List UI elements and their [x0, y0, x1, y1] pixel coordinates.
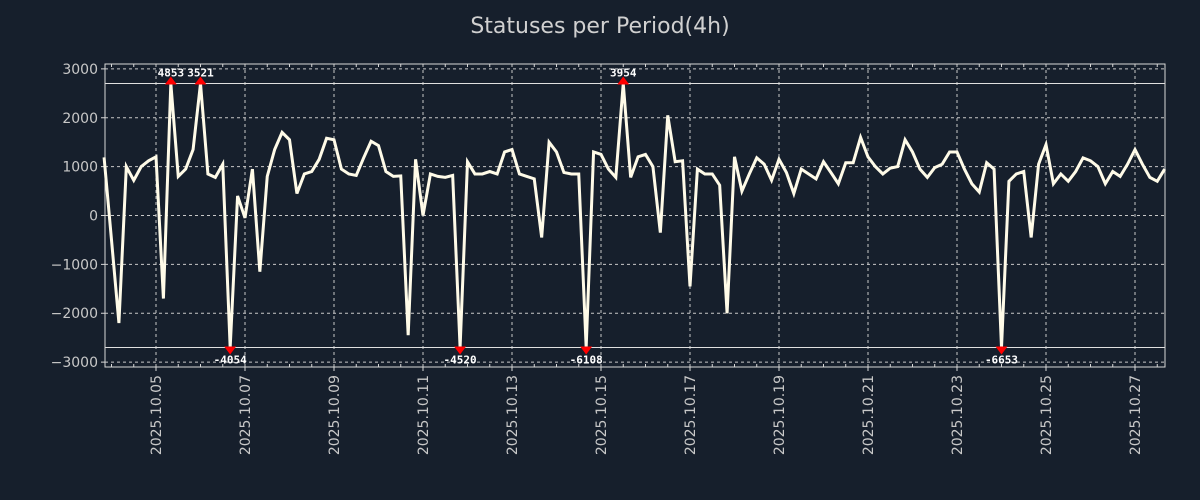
outlier-label: -6653 [985, 353, 1018, 366]
outlier-label: -4520 [444, 353, 477, 366]
plot-frame [104, 63, 1166, 368]
x-tick-label: 2025.10.09 [327, 375, 343, 455]
outlier-label: 3521 [187, 67, 214, 80]
y-tick-label: −3000 [51, 355, 98, 371]
outlier-label: 4853 [158, 67, 185, 80]
outlier-marker-down [580, 346, 593, 355]
x-tick-label: 2025.10.17 [683, 375, 699, 455]
series-line [102, 83, 1166, 348]
x-tick-label: 2025.10.27 [1128, 375, 1144, 455]
x-tick-label: 2025.10.05 [149, 375, 165, 455]
outlier-label: -6108 [570, 353, 603, 366]
outlier-marker-up [194, 76, 207, 85]
outlier-marker-up [617, 76, 630, 85]
y-tick-label: −2000 [51, 306, 98, 322]
x-tick-label: 2025.10.19 [772, 375, 788, 455]
chart-title: Statuses per Period(4h) [470, 14, 730, 39]
x-tick-label: 2025.10.25 [1039, 375, 1055, 455]
y-tick-label: 2000 [62, 111, 98, 127]
x-tick-label: 2025.10.15 [594, 375, 610, 455]
outlier-marker-down [995, 346, 1008, 355]
x-tick-label: 2025.10.11 [416, 375, 432, 455]
x-tick-label: 2025.10.21 [861, 375, 877, 455]
outlier-marker-up [164, 76, 177, 85]
outlier-label: -4054 [214, 353, 247, 366]
y-tick-label: 0 [89, 209, 98, 225]
outlier-label: 3954 [610, 67, 637, 80]
x-tick-label: 2025.10.07 [238, 375, 254, 455]
x-tick-label: 2025.10.23 [950, 375, 966, 455]
outlier-marker-down [224, 346, 237, 355]
y-tick-label: −1000 [51, 257, 98, 273]
y-tick-label: 3000 [62, 62, 98, 78]
outlier-marker-down [454, 346, 467, 355]
y-tick-label: 1000 [62, 160, 98, 176]
x-tick-label: 2025.10.13 [505, 375, 521, 455]
